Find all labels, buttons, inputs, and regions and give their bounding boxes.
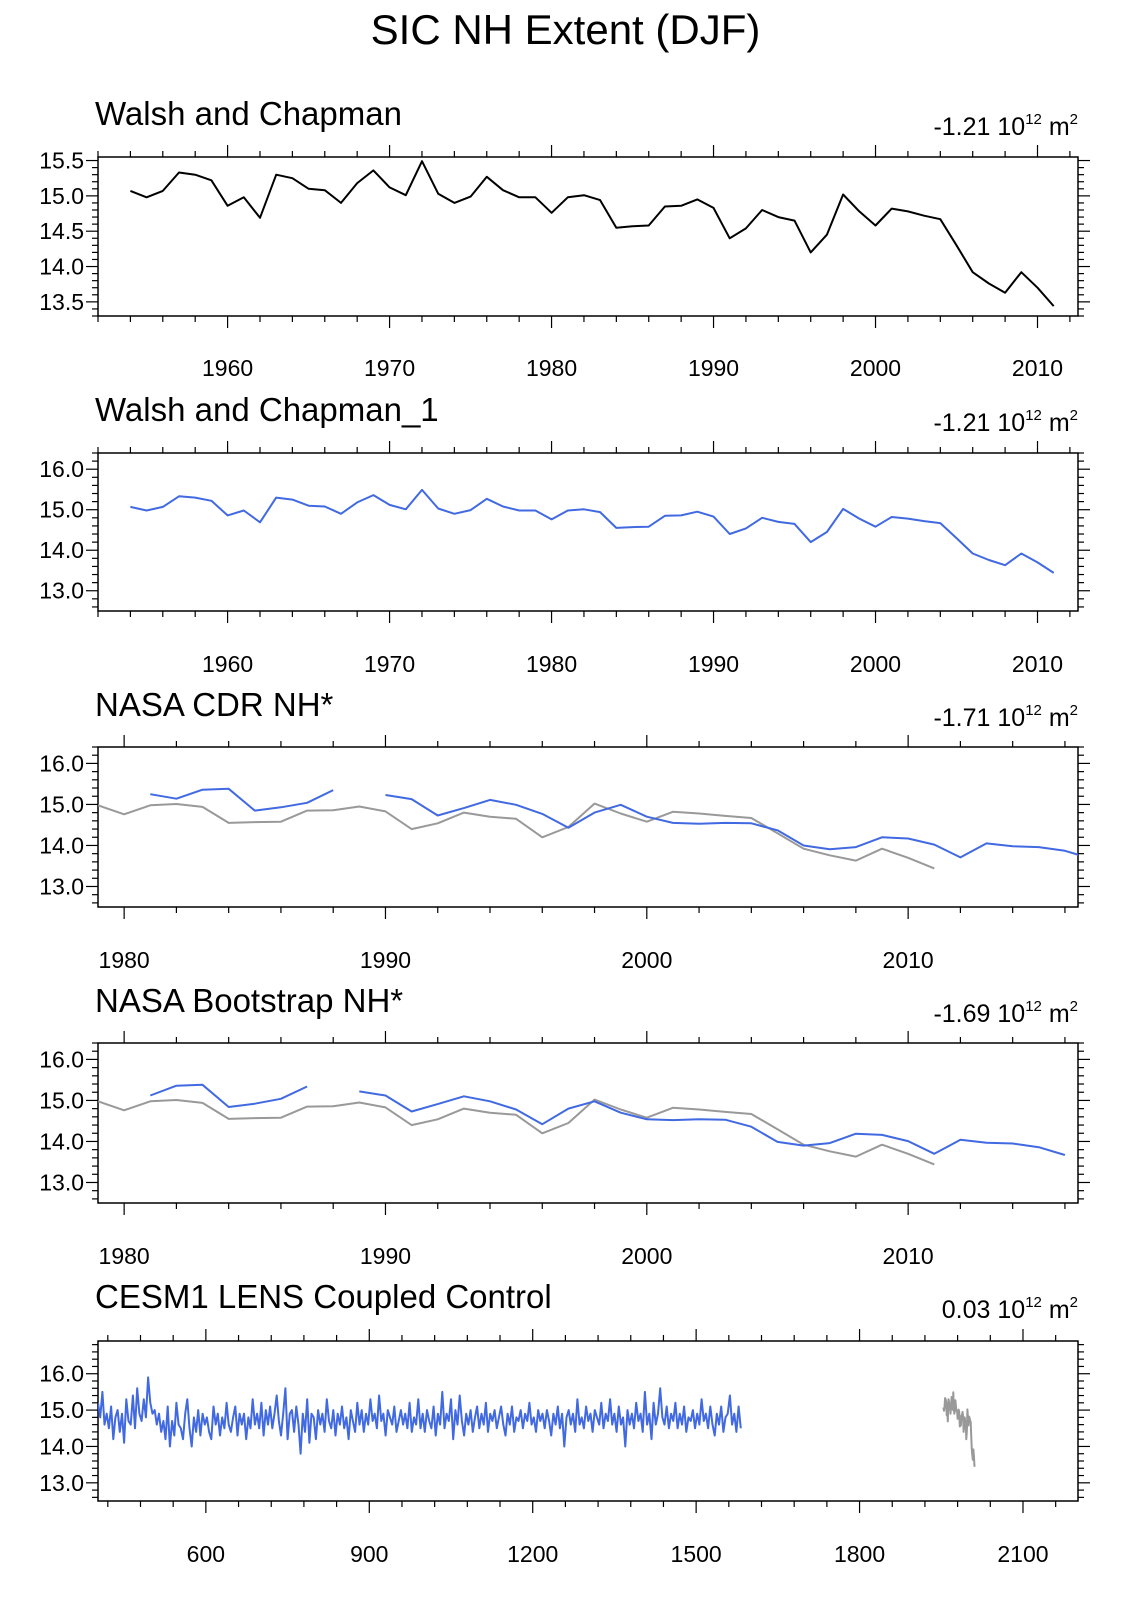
plot-frame xyxy=(97,1042,1079,1204)
plot-frame xyxy=(97,452,1079,612)
x-tick-label: 1500 xyxy=(671,1541,722,1567)
x-tick-label: 1980 xyxy=(526,651,577,677)
x-tick-label: 1960 xyxy=(202,355,253,381)
y-tick-label: 16.0 xyxy=(39,1361,84,1387)
series-line-1 xyxy=(130,160,1055,307)
y-tick-label: 15.5 xyxy=(39,148,84,174)
trend-label: -1.71 1012 m2 xyxy=(933,702,1078,732)
x-tick-label: 600 xyxy=(187,1541,225,1567)
y-tick-label: 16.0 xyxy=(39,1046,84,1072)
x-tick-label: 2010 xyxy=(1012,651,1063,677)
panel-1: Walsh and Chapman -1.21 1012 m2 1960 1970 19… xyxy=(39,95,1090,381)
panel-title: Walsh and Chapman_1 xyxy=(95,391,439,428)
y-tick-label: 13.0 xyxy=(39,578,84,604)
y-tick-label: 14.5 xyxy=(39,218,84,244)
x-tick-label: 2010 xyxy=(883,947,934,973)
x-tick-label: 1980 xyxy=(526,355,577,381)
x-tick-label: 1990 xyxy=(360,1243,411,1269)
y-tick-label: 15.0 xyxy=(39,1087,84,1113)
panel-3: NASA CDR NH* -1.71 1012 m2 1980 1990 2000 201… xyxy=(39,686,1090,973)
y-tick-label: 14.0 xyxy=(39,1433,84,1459)
series-line-2 xyxy=(98,1376,742,1455)
x-tick-label: 2000 xyxy=(621,1243,672,1269)
figure-title: SIC NH Extent (DJF) xyxy=(370,6,761,53)
y-tick-label: 13.0 xyxy=(39,1470,84,1496)
series-line-1 xyxy=(98,1098,935,1166)
y-tick-label: 14.0 xyxy=(39,832,84,858)
series-line-2 xyxy=(149,1083,1066,1156)
panel-5: CESM1 LENS Coupled Control 0.03 1012 m2 60… xyxy=(39,1278,1090,1567)
x-tick-label: 1200 xyxy=(507,1541,558,1567)
x-tick-label: 1960 xyxy=(202,651,253,677)
x-tick-label: 2000 xyxy=(850,651,901,677)
x-tick-label: 2010 xyxy=(883,1243,934,1269)
trend-label: 0.03 1012 m2 xyxy=(942,1294,1078,1324)
y-tick-label: 13.0 xyxy=(39,1169,84,1195)
x-tick-label: 1990 xyxy=(688,355,739,381)
x-tick-label: 1990 xyxy=(360,947,411,973)
x-tick-label: 1970 xyxy=(364,355,415,381)
y-tick-label: 13.5 xyxy=(39,289,84,315)
trend-label: -1.69 1012 m2 xyxy=(933,998,1078,1028)
x-tick-label: 2100 xyxy=(997,1541,1048,1567)
y-tick-label: 14.0 xyxy=(39,1128,84,1154)
series-line-1 xyxy=(98,802,935,870)
y-tick-label: 15.0 xyxy=(39,1397,84,1423)
plot-frame xyxy=(97,156,1079,317)
plot-frame xyxy=(97,746,1079,908)
y-tick-label: 14.0 xyxy=(39,537,84,563)
y-tick-label: 16.0 xyxy=(39,456,84,482)
x-tick-label: 1980 xyxy=(99,947,150,973)
x-tick-label: 1980 xyxy=(99,1243,150,1269)
x-tick-label: 900 xyxy=(350,1541,388,1567)
panel-4: NASA Bootstrap NH* -1.69 1012 m2 1980 1990 2… xyxy=(39,982,1090,1269)
y-tick-label: 16.0 xyxy=(39,750,84,776)
y-tick-label: 15.0 xyxy=(39,791,84,817)
panel-title: CESM1 LENS Coupled Control xyxy=(95,1278,552,1315)
series-line-1 xyxy=(130,488,1055,574)
series-line-2 xyxy=(150,787,1078,859)
series-line-1 xyxy=(942,1391,976,1467)
panel-title: NASA Bootstrap NH* xyxy=(95,982,403,1019)
x-tick-label: 1970 xyxy=(364,651,415,677)
trend-label: -1.21 1012 m2 xyxy=(933,407,1078,437)
x-tick-label: 2000 xyxy=(621,947,672,973)
y-tick-label: 15.0 xyxy=(39,497,84,523)
y-tick-label: 13.0 xyxy=(39,873,84,899)
panel-title: Walsh and Chapman xyxy=(95,95,402,132)
x-tick-label: 1990 xyxy=(688,651,739,677)
x-tick-label: 2010 xyxy=(1012,355,1063,381)
trend-label: -1.21 1012 m2 xyxy=(933,111,1078,141)
panel-2: Walsh and Chapman_1 -1.21 1012 m2 1960 1970… xyxy=(39,391,1090,677)
x-tick-label: 1800 xyxy=(834,1541,885,1567)
x-tick-label: 2000 xyxy=(850,355,901,381)
panel-title: NASA CDR NH* xyxy=(95,686,334,723)
y-tick-label: 15.0 xyxy=(39,183,84,209)
y-tick-label: 14.0 xyxy=(39,254,84,280)
plot-frame xyxy=(97,1340,1079,1502)
